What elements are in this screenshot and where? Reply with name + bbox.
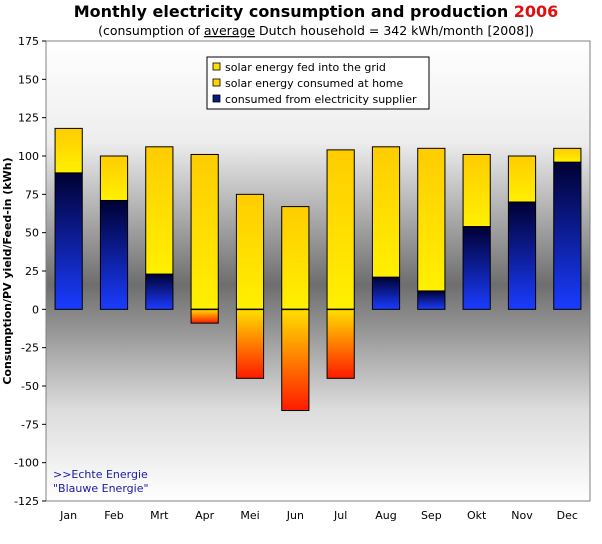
x-tick-label: Feb bbox=[104, 509, 123, 522]
bar-consumed-at-home bbox=[553, 147, 582, 163]
y-tick-label: 25 bbox=[25, 265, 39, 278]
x-tick-label: Jul bbox=[333, 509, 347, 522]
bar-consumed-at-home bbox=[54, 127, 83, 174]
chart-subtitle: (consumption of average Dutch household … bbox=[98, 23, 534, 38]
x-tick-label: Jan bbox=[59, 509, 77, 522]
legend-label-supplier: consumed from electricity supplier bbox=[225, 93, 417, 106]
bar-from-supplier bbox=[54, 172, 83, 310]
x-tick-label: Nov bbox=[511, 509, 533, 522]
bar-from-supplier bbox=[507, 201, 537, 310]
y-tick-label: 50 bbox=[25, 227, 39, 240]
x-axis: Jan Feb Mrt Apr Mei Jun Jul Aug Sep Okt Nov Dec bbox=[59, 509, 578, 522]
bar-consumed-at-home bbox=[371, 146, 401, 278]
annotation-line-2: "Blauwe Energie" bbox=[53, 482, 149, 495]
bar-fed-into-grid bbox=[281, 308, 310, 412]
plot-background bbox=[45, 40, 591, 502]
legend-label-home: solar energy consumed at home bbox=[225, 77, 403, 90]
bar-fed-into-grid bbox=[235, 308, 265, 379]
y-tick-label: -125 bbox=[14, 495, 39, 508]
y-tick-label: -75 bbox=[21, 418, 39, 431]
y-tick-label: 0 bbox=[32, 303, 39, 316]
x-tick-label: Mrt bbox=[150, 509, 169, 522]
bar-consumed-at-home bbox=[417, 147, 446, 292]
legend-box bbox=[206, 56, 430, 110]
bar-consumed-at-home bbox=[190, 153, 219, 310]
bar-consumed-at-home bbox=[235, 193, 265, 310]
chart-title-main: Monthly electricity consumption and prod… bbox=[74, 2, 514, 21]
chart-title: Monthly electricity consumption and prod… bbox=[74, 2, 559, 21]
y-tick-label: 100 bbox=[18, 150, 39, 163]
y-tick-label: 125 bbox=[18, 112, 39, 125]
bar-consumed-at-home bbox=[99, 155, 129, 201]
bar-fed-into-grid bbox=[326, 308, 355, 379]
bar-fed-into-grid bbox=[190, 308, 219, 324]
bar-from-supplier bbox=[99, 199, 129, 310]
x-tick-label: Aug bbox=[375, 509, 396, 522]
bars bbox=[54, 127, 582, 412]
chart-subtitle-underlined: average bbox=[204, 23, 255, 38]
bar-from-supplier bbox=[553, 161, 582, 310]
bar-from-supplier bbox=[417, 290, 446, 310]
legend-swatch-home bbox=[212, 78, 221, 87]
bar-from-supplier bbox=[462, 226, 491, 310]
x-tick-label: Apr bbox=[195, 509, 215, 522]
bar-consumed-at-home bbox=[326, 149, 355, 310]
legend-swatch-grid bbox=[212, 62, 221, 71]
y-tick-label: 150 bbox=[18, 73, 39, 86]
y-tick-label: 175 bbox=[18, 35, 39, 48]
chart-title-year: 2006 bbox=[514, 2, 559, 21]
x-tick-label: Sep bbox=[421, 509, 442, 522]
legend-label-grid: solar energy fed into the grid bbox=[225, 61, 386, 74]
y-axis-label: Consumption/PV yield/Feed-in (kWh) bbox=[1, 157, 14, 384]
x-tick-label: Okt bbox=[467, 509, 487, 522]
bar-from-supplier bbox=[145, 273, 174, 310]
chart-subtitle-post: Dutch household = 342 kWh/month [2008]) bbox=[255, 23, 534, 38]
y-tick-label: -25 bbox=[21, 342, 39, 355]
x-tick-label: Dec bbox=[557, 509, 578, 522]
x-tick-label: Mei bbox=[240, 509, 259, 522]
x-tick-label: Jun bbox=[286, 509, 304, 522]
y-tick-label: -50 bbox=[21, 380, 39, 393]
legend-swatch-supplier bbox=[212, 94, 221, 103]
annotation-line-1: >>Echte Energie bbox=[53, 468, 148, 481]
bar-consumed-at-home bbox=[507, 155, 537, 203]
chart-subtitle-pre: (consumption of bbox=[98, 23, 204, 38]
bar-consumed-at-home bbox=[145, 146, 174, 275]
bar-consumed-at-home bbox=[462, 153, 491, 228]
legend: solar energy fed into the grid solar ene… bbox=[206, 56, 430, 110]
bar-from-supplier bbox=[371, 276, 401, 310]
y-tick-label: -100 bbox=[14, 457, 39, 470]
bar-consumed-at-home bbox=[281, 206, 310, 310]
y-axis: 175 150 125 100 75 50 25 0 -25 -50 -75 -100 -125 bbox=[14, 35, 46, 508]
y-tick-label: 75 bbox=[25, 188, 39, 201]
